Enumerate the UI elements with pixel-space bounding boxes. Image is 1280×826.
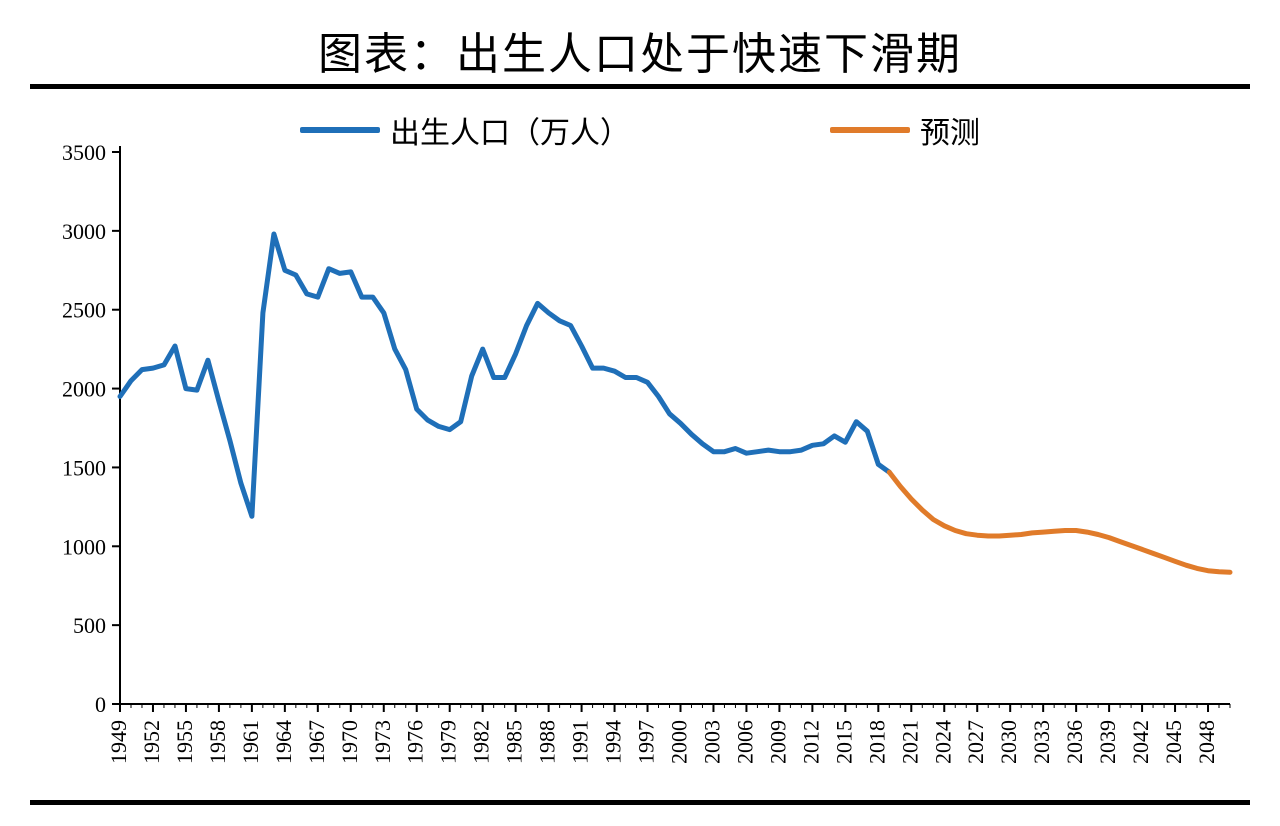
svg-text:1952: 1952 (139, 720, 164, 764)
svg-text:2000: 2000 (62, 377, 106, 402)
chart-frame: 图表：出生人口处于快速下滑期 出生人口（万人） 预测 0500100015002… (0, 0, 1280, 826)
svg-text:1982: 1982 (469, 720, 494, 764)
svg-text:0: 0 (95, 692, 106, 717)
svg-text:2021: 2021 (897, 720, 922, 764)
svg-text:3500: 3500 (62, 140, 106, 165)
svg-text:2009: 2009 (765, 720, 790, 764)
svg-text:1985: 1985 (502, 720, 527, 764)
svg-text:2015: 2015 (831, 720, 856, 764)
svg-text:2030: 2030 (996, 720, 1021, 764)
svg-text:1000: 1000 (62, 534, 106, 559)
svg-text:2000: 2000 (666, 720, 691, 764)
svg-text:1991: 1991 (568, 720, 593, 764)
rule-top (30, 84, 1250, 89)
svg-text:1961: 1961 (238, 720, 263, 764)
rule-bottom (30, 800, 1250, 805)
svg-text:1973: 1973 (370, 720, 395, 764)
plot-area: 出生人口（万人） 预测 0500100015002000250030003500… (30, 100, 1250, 796)
svg-text:2045: 2045 (1161, 720, 1186, 764)
svg-text:500: 500 (73, 613, 106, 638)
svg-text:1949: 1949 (106, 720, 131, 764)
svg-text:1979: 1979 (436, 720, 461, 764)
svg-text:2042: 2042 (1128, 720, 1153, 764)
svg-text:1976: 1976 (403, 720, 428, 764)
svg-text:2039: 2039 (1095, 720, 1120, 764)
svg-text:1500: 1500 (62, 455, 106, 480)
svg-text:1994: 1994 (601, 720, 626, 764)
svg-text:2006: 2006 (732, 720, 757, 764)
svg-text:1997: 1997 (634, 720, 659, 764)
svg-text:2500: 2500 (62, 298, 106, 323)
svg-text:1955: 1955 (172, 720, 197, 764)
svg-text:2048: 2048 (1194, 720, 1219, 764)
svg-text:1967: 1967 (304, 720, 329, 764)
svg-text:1964: 1964 (271, 720, 296, 764)
svg-text:2012: 2012 (798, 720, 823, 764)
svg-text:2033: 2033 (1029, 720, 1054, 764)
chart-title: 图表：出生人口处于快速下滑期 (0, 18, 1280, 82)
chart-svg: 0 500 1000 1500 2000 2500 3000 3500 1949 1952 1955… (30, 100, 1250, 796)
svg-text:1970: 1970 (337, 720, 362, 764)
svg-text:2003: 2003 (699, 720, 724, 764)
svg-text:2027: 2027 (963, 720, 988, 764)
svg-text:1958: 1958 (205, 720, 230, 764)
svg-text:2018: 2018 (864, 720, 889, 764)
svg-text:1988: 1988 (535, 720, 560, 764)
svg-text:2036: 2036 (1062, 720, 1087, 764)
svg-text:3000: 3000 (62, 219, 106, 244)
svg-text:2024: 2024 (930, 720, 955, 764)
